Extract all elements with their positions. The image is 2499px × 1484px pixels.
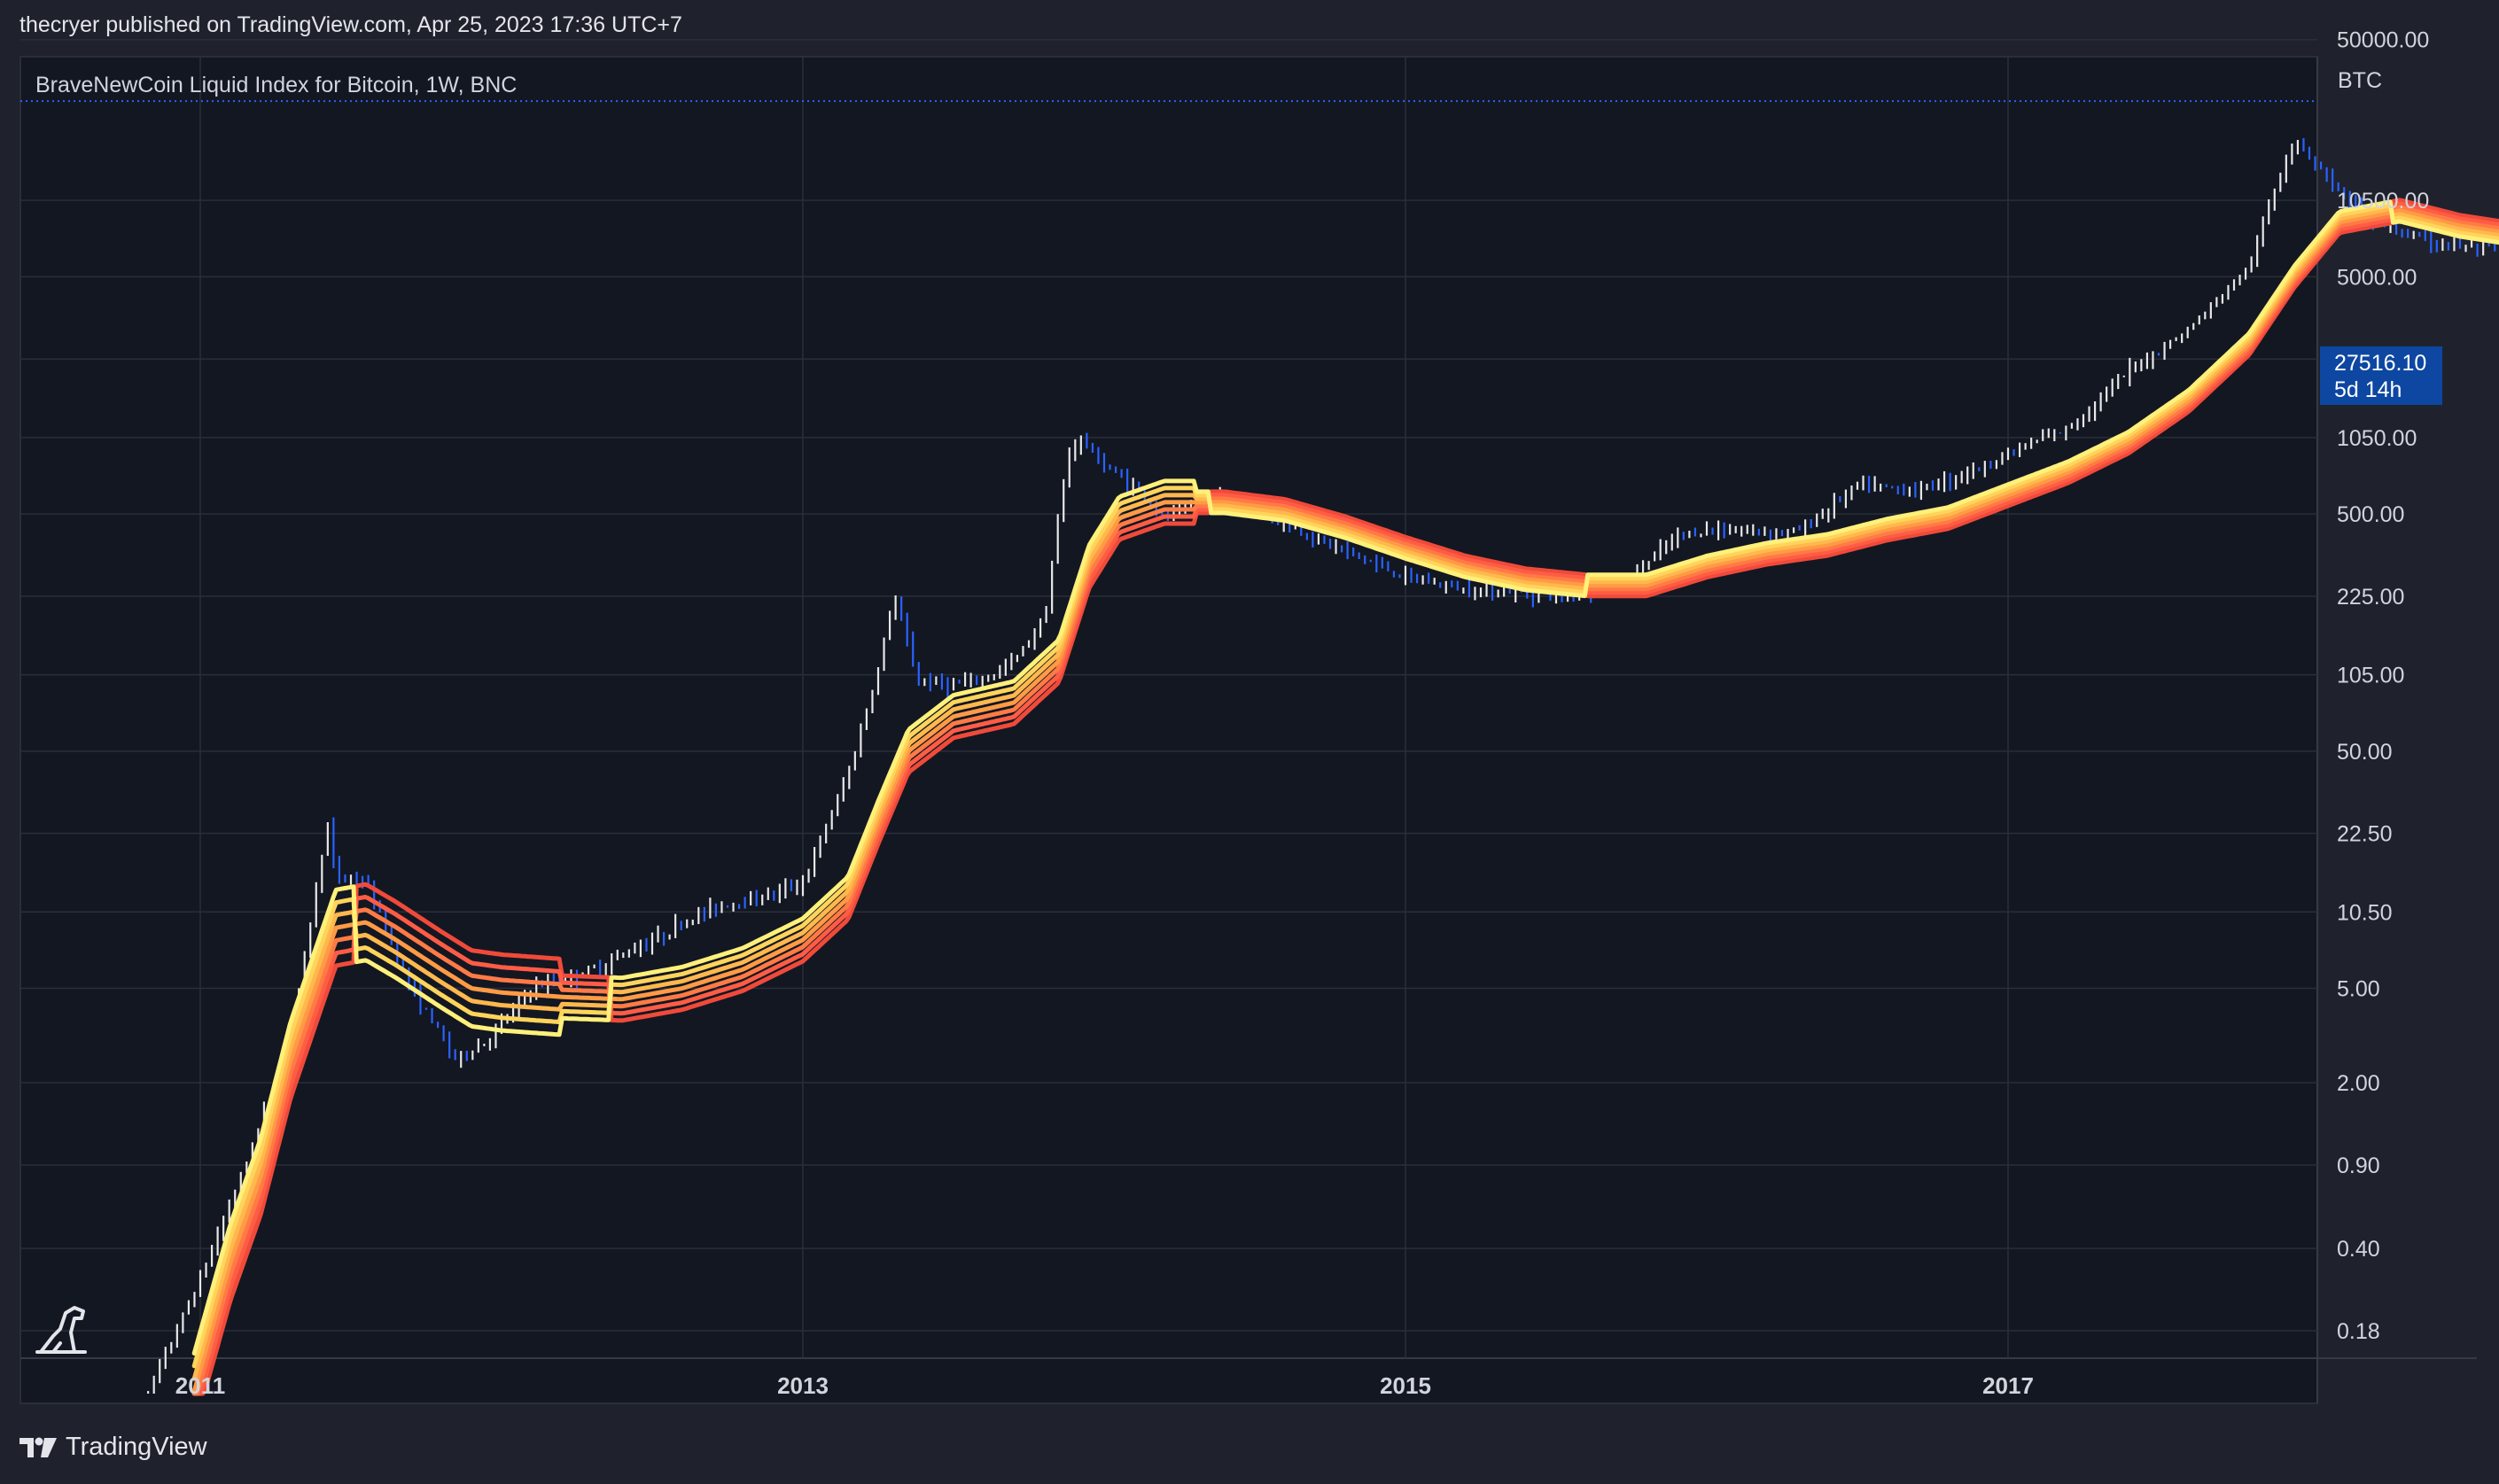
y-tick-label: 5.00 — [2337, 977, 2380, 1002]
dino-icon — [35, 1306, 87, 1354]
ema-ribbon-line — [191, 201, 2499, 1396]
y-tick-label: 0.18 — [2337, 1319, 2380, 1344]
y-tick-label: 0.90 — [2337, 1154, 2380, 1178]
bar-countdown: 5d 14h — [2334, 377, 2402, 402]
price-axis[interactable]: 500000.00225000.00105000.0050000.0010500… — [2337, 0, 2441, 1344]
ema-ribbon — [191, 198, 2499, 1396]
x-tick-label: 2011 — [175, 1372, 225, 1399]
time-axis[interactable]: 20112013201520172019202120232025 — [175, 1372, 2499, 1399]
grid-lines — [20, 38, 2317, 1358]
y-tick-label: 50.00 — [2337, 740, 2393, 765]
tradingview-logo-icon — [19, 1437, 57, 1457]
x-tick-label: 2015 — [1380, 1372, 1431, 1399]
y-tick-label: 50000.00 — [2337, 28, 2429, 53]
x-tick-label: 2013 — [777, 1372, 829, 1399]
y-tick-label: 1050.00 — [2337, 426, 2417, 451]
last-price-value: 27516.10 — [2334, 351, 2426, 376]
y-tick-label: 225.00 — [2337, 585, 2404, 610]
ema-ribbon-line — [191, 205, 2499, 1396]
ema-ribbon-line — [191, 199, 2499, 1356]
y-tick-label: 5000.00 — [2337, 265, 2417, 290]
y-tick-label: 10.50 — [2337, 900, 2393, 925]
y-tick-label: 500.00 — [2337, 502, 2404, 527]
brand-name: TradingView — [66, 1433, 207, 1461]
tradingview-brand[interactable]: TradingView — [19, 1433, 207, 1462]
y-tick-label: 10500.00 — [2337, 189, 2429, 214]
chart-pane — [19, 56, 2318, 1404]
x-tick-label: 2017 — [1982, 1372, 2034, 1399]
ema-ribbon-line — [191, 208, 2499, 1394]
currency-label: BTC — [2338, 68, 2382, 93]
y-tick-label: 22.50 — [2337, 822, 2393, 847]
last-price-badge[interactable]: 27516.10 5d 14h — [2320, 346, 2442, 405]
ema-ribbon-line — [191, 198, 2499, 1396]
ema-ribbon-line — [191, 206, 2499, 1381]
ema-ribbon-line — [191, 203, 2499, 1369]
y-tick-label: 2.00 — [2337, 1071, 2380, 1096]
publish-header: thecryer published on TradingView.com, A… — [19, 12, 682, 37]
y-tick-label: 0.40 — [2337, 1237, 2380, 1262]
chart-title: BraveNewCoin Liquid Index for Bitcoin, 1… — [35, 73, 517, 97]
y-tick-label: 105.00 — [2337, 664, 2404, 688]
